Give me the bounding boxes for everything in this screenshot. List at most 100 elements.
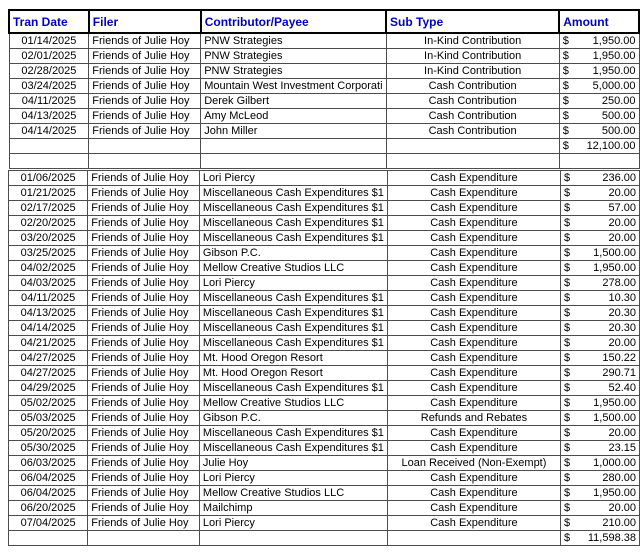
cell-sub-type[interactable]: Cash Expenditure [386, 185, 562, 201]
cell-contributor-payee[interactable]: Julie Hoy [198, 455, 388, 471]
cell-amount[interactable]: $20.30 [560, 320, 640, 336]
cell-filer[interactable]: Friends of Julie Hoy [87, 485, 200, 501]
cell-empty[interactable] [386, 530, 562, 546]
cell-tran-date[interactable]: 05/20/2025 [7, 425, 89, 441]
table-row[interactable]: 01/06/2025 Friends of Julie Hoy Lori Pie… [7, 170, 640, 186]
cell-empty[interactable] [88, 138, 202, 154]
cell-empty[interactable] [558, 153, 640, 169]
cell-tran-date[interactable]: 01/21/2025 [7, 185, 89, 201]
table-row[interactable]: 04/14/2025 Friends of Julie Hoy John Mil… [8, 123, 640, 139]
cell-empty[interactable] [385, 138, 560, 154]
cell-contributor-payee[interactable]: Miscellaneous Cash Expenditures $1 [198, 425, 388, 441]
cell-sub-type[interactable]: Cash Expenditure [386, 380, 562, 396]
cell-filer[interactable]: Friends of Julie Hoy [88, 93, 202, 109]
cell-expenditures-total[interactable]: $11,598.38 [560, 530, 640, 546]
cell-tran-date[interactable]: 06/04/2025 [7, 485, 89, 501]
cell-filer[interactable]: Friends of Julie Hoy [87, 275, 200, 291]
cell-sub-type[interactable]: Cash Expenditure [386, 320, 562, 336]
cell-sub-type[interactable]: Cash Contribution [385, 78, 560, 94]
cell-contributor-payee[interactable]: Amy McLeod [200, 108, 387, 124]
cell-filer[interactable]: Friends of Julie Hoy [87, 245, 200, 261]
cell-tran-date[interactable]: 05/02/2025 [7, 395, 89, 411]
cell-amount[interactable]: $1,950.00 [560, 485, 640, 501]
cell-empty[interactable] [8, 138, 90, 154]
cell-sub-type[interactable]: Cash Expenditure [386, 365, 562, 381]
cell-contributor-payee[interactable]: Derek Gilbert [200, 93, 387, 109]
cell-amount[interactable]: $500.00 [558, 123, 640, 139]
cell-sub-type[interactable]: Cash Expenditure [386, 290, 562, 306]
cell-sub-type[interactable]: Cash Expenditure [386, 350, 562, 366]
cell-amount[interactable]: $57.00 [560, 200, 640, 216]
cell-filer[interactable]: Friends of Julie Hoy [87, 500, 200, 516]
cell-empty[interactable] [7, 530, 89, 546]
cell-empty[interactable] [385, 153, 560, 169]
cell-filer[interactable]: Friends of Julie Hoy [87, 380, 200, 396]
cell-contributor-payee[interactable]: Mt. Hood Oregon Resort [198, 350, 388, 366]
cell-contributor-payee[interactable]: Lori Piercy [198, 170, 388, 186]
cell-filer[interactable]: Friends of Julie Hoy [87, 455, 200, 471]
cell-amount[interactable]: $1,950.00 [558, 63, 640, 79]
col-header-filer[interactable]: Filer [87, 9, 202, 34]
table-row[interactable]: 06/03/2025 Friends of Julie Hoy Julie Ho… [7, 455, 640, 471]
cell-sub-type[interactable]: Cash Expenditure [386, 215, 562, 231]
cell-contributor-payee[interactable]: PNW Strategies [200, 48, 387, 64]
cell-sub-type[interactable]: Cash Expenditure [386, 425, 562, 441]
cell-tran-date[interactable]: 02/28/2025 [8, 63, 90, 79]
cell-filer[interactable]: Friends of Julie Hoy [87, 200, 200, 216]
cell-filer[interactable]: Friends of Julie Hoy [88, 108, 202, 124]
cell-contributor-payee[interactable]: Mellow Creative Studios LLC [198, 485, 388, 501]
cell-contributor-payee[interactable]: Lori Piercy [198, 515, 388, 531]
table-row[interactable]: 02/17/2025 Friends of Julie Hoy Miscella… [7, 200, 640, 216]
table-row[interactable]: 06/04/2025 Friends of Julie Hoy Lori Pie… [7, 470, 640, 486]
cell-contributor-payee[interactable]: Miscellaneous Cash Expenditures $1 [198, 200, 388, 216]
cell-filer[interactable]: Friends of Julie Hoy [88, 123, 202, 139]
cell-contributor-payee[interactable]: Miscellaneous Cash Expenditures $1 [198, 215, 388, 231]
table-row[interactable]: 05/30/2025 Friends of Julie Hoy Miscella… [7, 440, 640, 456]
cell-amount[interactable]: $1,000.00 [560, 455, 640, 471]
cell-tran-date[interactable]: 04/03/2025 [7, 275, 89, 291]
cell-sub-type[interactable]: Cash Expenditure [386, 515, 562, 531]
cell-contributor-payee[interactable]: Mountain West Investment Corporati [200, 78, 387, 94]
cell-amount[interactable]: $20.30 [560, 305, 640, 321]
cell-amount[interactable]: $20.00 [560, 215, 640, 231]
cell-empty[interactable] [8, 153, 90, 169]
cell-contributor-payee[interactable]: Miscellaneous Cash Expenditures $1 [198, 440, 388, 456]
cell-contributor-payee[interactable]: Miscellaneous Cash Expenditures $1 [198, 305, 388, 321]
cell-amount[interactable]: $1,500.00 [560, 245, 640, 261]
cell-contributor-payee[interactable]: Mailchimp [198, 500, 388, 516]
cell-sub-type[interactable]: Cash Expenditure [386, 395, 562, 411]
table-row[interactable]: 07/04/2025 Friends of Julie Hoy Lori Pie… [7, 515, 640, 531]
cell-filer[interactable]: Friends of Julie Hoy [87, 230, 200, 246]
table-row[interactable]: 03/24/2025 Friends of Julie Hoy Mountain… [8, 78, 640, 94]
cell-contributor-payee[interactable]: Mellow Creative Studios LLC [198, 395, 388, 411]
table-row[interactable]: 04/02/2025 Friends of Julie Hoy Mellow C… [7, 260, 640, 276]
cell-amount[interactable]: $1,950.00 [560, 260, 640, 276]
cell-amount[interactable]: $5,000.00 [558, 78, 640, 94]
cell-tran-date[interactable]: 04/13/2025 [8, 108, 90, 124]
cell-sub-type[interactable]: Cash Contribution [385, 123, 560, 139]
table-row[interactable]: 04/27/2025 Friends of Julie Hoy Mt. Hood… [7, 350, 640, 366]
cell-sub-type[interactable]: Cash Expenditure [386, 170, 562, 186]
cell-amount[interactable]: $20.00 [560, 425, 640, 441]
table-row[interactable]: 05/20/2025 Friends of Julie Hoy Miscella… [7, 425, 640, 441]
cell-filer[interactable]: Friends of Julie Hoy [88, 78, 202, 94]
cell-filer[interactable]: Friends of Julie Hoy [87, 305, 200, 321]
cell-filer[interactable]: Friends of Julie Hoy [87, 425, 200, 441]
cell-filer[interactable]: Friends of Julie Hoy [88, 63, 202, 79]
cell-contributor-payee[interactable]: Miscellaneous Cash Expenditures $1 [198, 380, 388, 396]
cell-sub-type[interactable]: In-Kind Contribution [385, 63, 560, 79]
cell-tran-date[interactable]: 04/27/2025 [7, 365, 89, 381]
cell-sub-type[interactable]: Cash Expenditure [386, 260, 562, 276]
cell-sub-type[interactable]: Cash Contribution [385, 108, 560, 124]
cell-tran-date[interactable]: 04/13/2025 [7, 305, 89, 321]
table-row[interactable]: 06/20/2025 Friends of Julie Hoy Mailchim… [7, 500, 640, 516]
cell-filer[interactable]: Friends of Julie Hoy [87, 320, 200, 336]
cell-sub-type[interactable]: In-Kind Contribution [385, 32, 560, 49]
cell-tran-date[interactable]: 02/17/2025 [7, 200, 89, 216]
cell-empty[interactable] [87, 530, 200, 546]
cell-empty[interactable] [200, 153, 387, 169]
cell-tran-date[interactable]: 03/24/2025 [8, 78, 90, 94]
table-row[interactable]: 03/25/2025 Friends of Julie Hoy Gibson P… [7, 245, 640, 261]
table-row[interactable]: 04/29/2025 Friends of Julie Hoy Miscella… [7, 380, 640, 396]
cell-amount[interactable]: $150.22 [560, 350, 640, 366]
